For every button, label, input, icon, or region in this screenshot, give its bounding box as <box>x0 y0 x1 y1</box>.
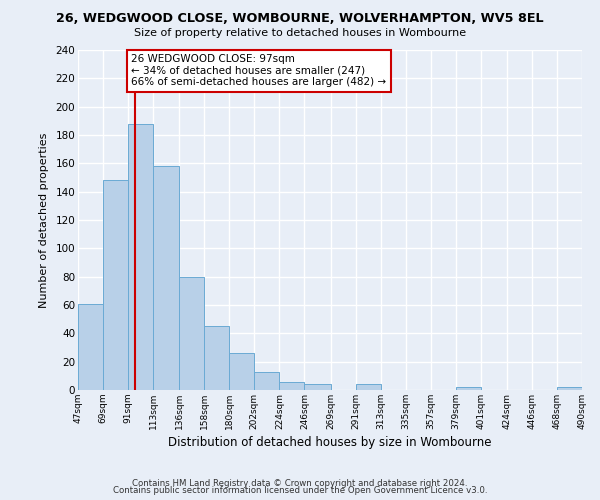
Bar <box>557 387 582 390</box>
Bar <box>229 353 254 390</box>
Text: 26 WEDGWOOD CLOSE: 97sqm
← 34% of detached houses are smaller (247)
66% of semi-: 26 WEDGWOOD CLOSE: 97sqm ← 34% of detach… <box>131 54 386 88</box>
Text: Contains HM Land Registry data © Crown copyright and database right 2024.: Contains HM Land Registry data © Crown c… <box>132 478 468 488</box>
X-axis label: Distribution of detached houses by size in Wombourne: Distribution of detached houses by size … <box>168 436 492 449</box>
Bar <box>456 387 481 390</box>
Bar <box>356 384 380 390</box>
Text: 26, WEDGWOOD CLOSE, WOMBOURNE, WOLVERHAMPTON, WV5 8EL: 26, WEDGWOOD CLOSE, WOMBOURNE, WOLVERHAM… <box>56 12 544 26</box>
Bar <box>304 384 331 390</box>
Bar <box>204 326 229 390</box>
Text: Contains public sector information licensed under the Open Government Licence v3: Contains public sector information licen… <box>113 486 487 495</box>
Bar <box>280 382 304 390</box>
Bar <box>179 276 204 390</box>
Bar <box>128 124 153 390</box>
Text: Size of property relative to detached houses in Wombourne: Size of property relative to detached ho… <box>134 28 466 38</box>
Bar <box>103 180 128 390</box>
Bar <box>78 304 103 390</box>
Bar <box>254 372 280 390</box>
Y-axis label: Number of detached properties: Number of detached properties <box>38 132 49 308</box>
Bar <box>153 166 179 390</box>
